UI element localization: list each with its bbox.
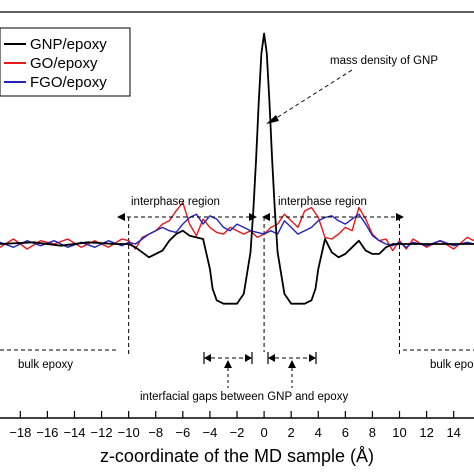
legend: GNP/epoxy GO/epoxy FGO/epoxy <box>0 27 131 97</box>
x-tick-label: −2 <box>230 425 245 440</box>
interphase-left-arrowhead-r <box>249 213 257 221</box>
x-tick-label: −6 <box>175 425 190 440</box>
gap-pointer-left-head <box>224 360 232 368</box>
gap-pointer-right-head <box>288 360 296 368</box>
x-tick-label: 2 <box>288 425 295 440</box>
gap-right-marker <box>267 352 317 364</box>
x-axis-label: z-coordinate of the MD sample (Å) <box>100 446 374 466</box>
interphase-right-arrowhead-l <box>262 213 270 221</box>
annotations: mass density of GNP interphase region in… <box>0 55 474 403</box>
x-tick-label: −10 <box>118 425 140 440</box>
x-tick-label: 8 <box>369 425 376 440</box>
mass-density-arrowhead <box>266 115 279 124</box>
x-tick-label: 10 <box>392 425 406 440</box>
x-tick-label: 0 <box>260 425 267 440</box>
gaps-label: interfacial gaps between GNP and epoxy <box>140 391 348 403</box>
x-tick-label: 6 <box>342 425 349 440</box>
bulk-right-label: bulk epoxy <box>430 359 474 371</box>
interphase-right-label: interphase region <box>278 196 367 208</box>
x-tick-label: −16 <box>36 425 58 440</box>
bulk-left-label: bulk epoxy <box>18 359 73 371</box>
interphase-right-arrowhead-r <box>396 213 404 221</box>
series-line-gnp-epoxy <box>0 32 474 305</box>
mass-density-arrow <box>269 69 353 123</box>
legend-label-gnp: GNP/epoxy <box>30 36 107 53</box>
x-tick-label: 14 <box>446 425 460 440</box>
x-tick-label: 12 <box>419 425 433 440</box>
gap-left-marker <box>203 352 253 364</box>
legend-label-go: GO/epoxy <box>30 55 98 72</box>
interphase-left-arrowhead-l <box>117 213 125 221</box>
interphase-left-label: interphase region <box>131 196 220 208</box>
x-tick-label: −4 <box>203 425 218 440</box>
series-lines <box>0 32 474 305</box>
series-line-go-epoxy <box>0 201 474 252</box>
x-tick-label: −14 <box>63 425 85 440</box>
mass-density-label: mass density of GNP <box>330 55 438 67</box>
x-tick-label: −18 <box>9 425 31 440</box>
x-tick-label: −12 <box>91 425 113 440</box>
legend-label-fgo: FGO/epoxy <box>30 74 107 91</box>
x-ticks: −18 −16 −14 −12 −10 −8 −6 −4 −2 0 2 4 6 8 10 12 14 <box>9 411 461 440</box>
x-tick-label: 4 <box>315 425 322 440</box>
x-tick-label: −8 <box>148 425 163 440</box>
